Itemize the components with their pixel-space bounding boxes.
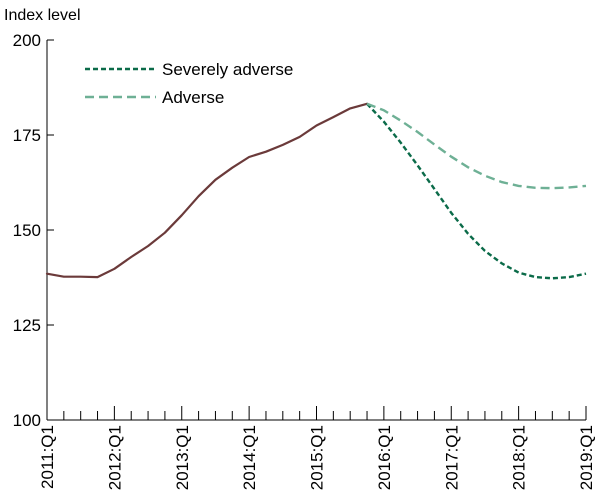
y-tick-label: 100 (13, 411, 41, 430)
x-axis: 2011:Q1 2012:Q1 2013:Q1 2014:Q1 2015:Q1 2016:… (38, 406, 596, 490)
plot-area (45, 102, 587, 280)
series-line-2 (366, 102, 587, 190)
legend-label-1: Severely adverse (162, 60, 293, 79)
x-tick-label: 2017:Q1 (442, 425, 461, 490)
y-axis-title: Index level (4, 7, 81, 24)
y-tick-label: 200 (13, 31, 41, 50)
x-tick-label: 2016:Q1 (375, 425, 394, 490)
legend-label-2: Adverse (162, 88, 224, 107)
x-tick-label: 2018:Q1 (510, 425, 529, 490)
x-tick-label: 2014:Q1 (240, 425, 259, 490)
historical-line (45, 102, 369, 279)
x-tick-label: 2011:Q1 (38, 425, 57, 489)
y-axis: 100 125 150 175 200 (13, 31, 54, 430)
legend: Severely adverse Adverse (85, 60, 293, 107)
x-tick-label: 2012:Q1 (105, 425, 124, 490)
x-tick-label: 2015:Q1 (308, 425, 327, 490)
series-line-1 (366, 102, 587, 280)
y-tick-label: 150 (13, 221, 41, 240)
y-tick-label: 125 (13, 316, 41, 335)
x-tick-label: 2013:Q1 (173, 425, 192, 490)
y-tick-label: 175 (13, 126, 41, 145)
x-tick-label: 2019:Q1 (577, 425, 596, 490)
